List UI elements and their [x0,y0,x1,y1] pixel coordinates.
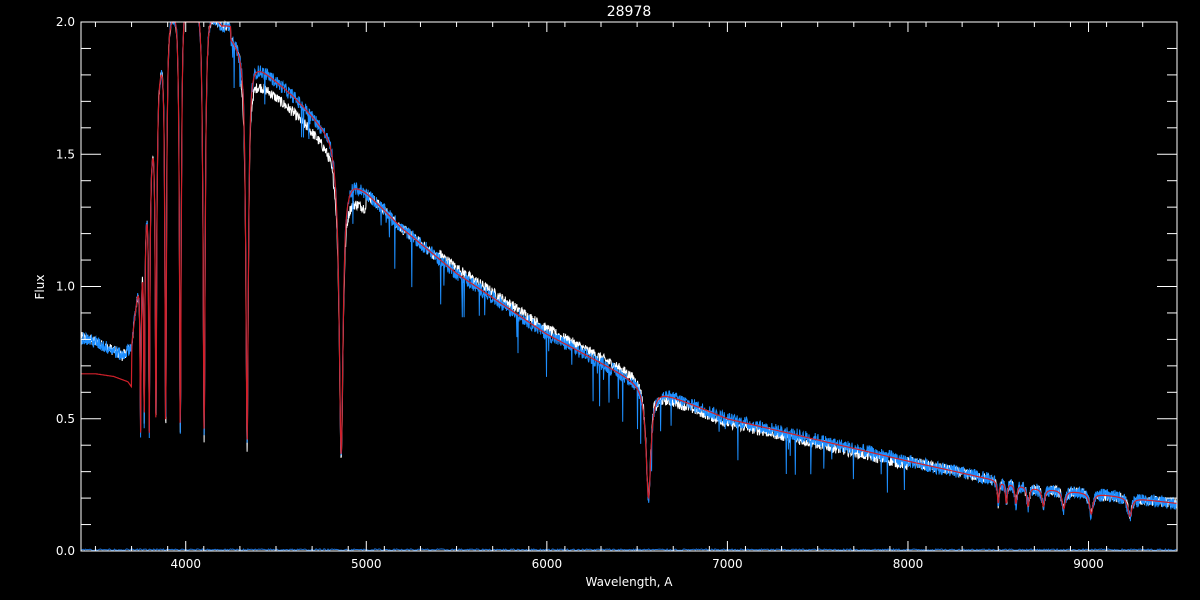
x-tick-label: 6000 [532,557,563,571]
y-tick-label: 1.0 [56,280,75,294]
x-tick-label: 7000 [712,557,743,571]
y-tick-label: 2.0 [56,15,75,29]
series-error [80,548,1177,552]
x-tick-label: 4000 [170,557,201,571]
y-tick-label: 0.0 [56,544,75,558]
ticks-layer: 4000 5000 6000 7000 8000 9000 0.0 0.5 1.0 1.5 2.0 [56,15,1177,571]
series-observed-blue [80,21,1178,522]
x-axis-title: Wavelength, A [585,575,673,589]
x-tick-label: 9000 [1073,557,1104,571]
series-model [81,21,1177,518]
y-tick-label: 1.5 [56,147,75,161]
chart-title: 28978 [607,4,652,20]
x-tick-label: 8000 [893,557,924,571]
y-tick-label: 0.5 [56,412,75,426]
series-layer [80,20,1178,552]
x-tick-label: 5000 [351,557,382,571]
y-axis-title: Flux [33,275,47,300]
